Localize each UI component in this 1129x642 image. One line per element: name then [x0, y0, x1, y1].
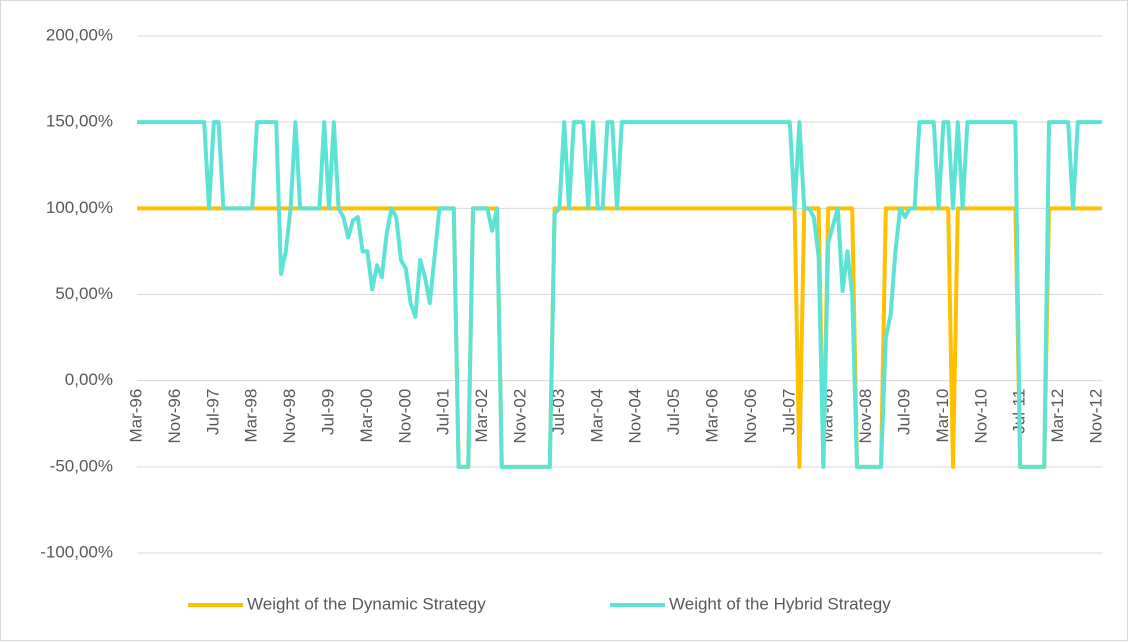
x-tick-label: Mar-96	[126, 389, 145, 443]
line-series	[137, 120, 1102, 469]
x-tick-label: Nov-96	[165, 389, 184, 444]
x-tick-label: Nov-12	[1086, 389, 1105, 444]
x-tick-label: Nov-10	[971, 389, 990, 444]
x-tick-label: Nov-02	[510, 389, 529, 444]
x-tick-label: Jul-99	[318, 389, 337, 435]
x-tick-label: Mar-04	[587, 389, 606, 443]
x-tick-label: Jul-09	[894, 389, 913, 435]
x-tick-label: Mar-10	[933, 389, 952, 443]
x-tick-label: Mar-98	[242, 389, 261, 443]
x-tick-label: Nov-98	[280, 389, 299, 444]
x-tick-label: Mar-06	[702, 389, 721, 443]
x-tick-label: Nov-00	[395, 389, 414, 444]
x-tick-label: Nov-08	[856, 389, 875, 444]
x-tick-label: Mar-02	[472, 389, 491, 443]
y-tick-label: 0,00%	[65, 370, 113, 389]
line-series	[137, 206, 1102, 469]
y-tick-label: 200,00%	[46, 25, 113, 44]
x-tick-label: Jul-97	[203, 389, 222, 435]
y-tick-label: 150,00%	[46, 112, 113, 131]
x-tick-label: Jul-07	[779, 389, 798, 435]
plot-area	[137, 120, 1102, 469]
x-tick-label: Mar-12	[1048, 389, 1067, 443]
y-tick-label: 50,00%	[55, 284, 113, 303]
y-tick-label: -100,00%	[40, 542, 113, 561]
x-tick-label: Nov-04	[626, 389, 645, 444]
legend-label: Weight of the Hybrid Strategy	[669, 594, 891, 613]
legend: Weight of the Dynamic Strategy Weight of …	[188, 594, 891, 613]
y-tick-label: -50,00%	[50, 456, 113, 475]
x-tick-label: Jul-05	[664, 389, 683, 435]
x-tick-label: Jul-01	[434, 389, 453, 435]
y-tick-label: 100,00%	[46, 198, 113, 217]
x-tick-label: Jul-03	[549, 389, 568, 435]
x-tick-label: Nov-06	[741, 389, 760, 444]
x-tick-label: Mar-00	[357, 389, 376, 443]
legend-label: Weight of the Dynamic Strategy	[247, 594, 486, 613]
x-axis: Mar-96 Nov-96 Jul-97 Mar-98 Nov-98 Jul-99 Mar-…	[126, 389, 1105, 444]
